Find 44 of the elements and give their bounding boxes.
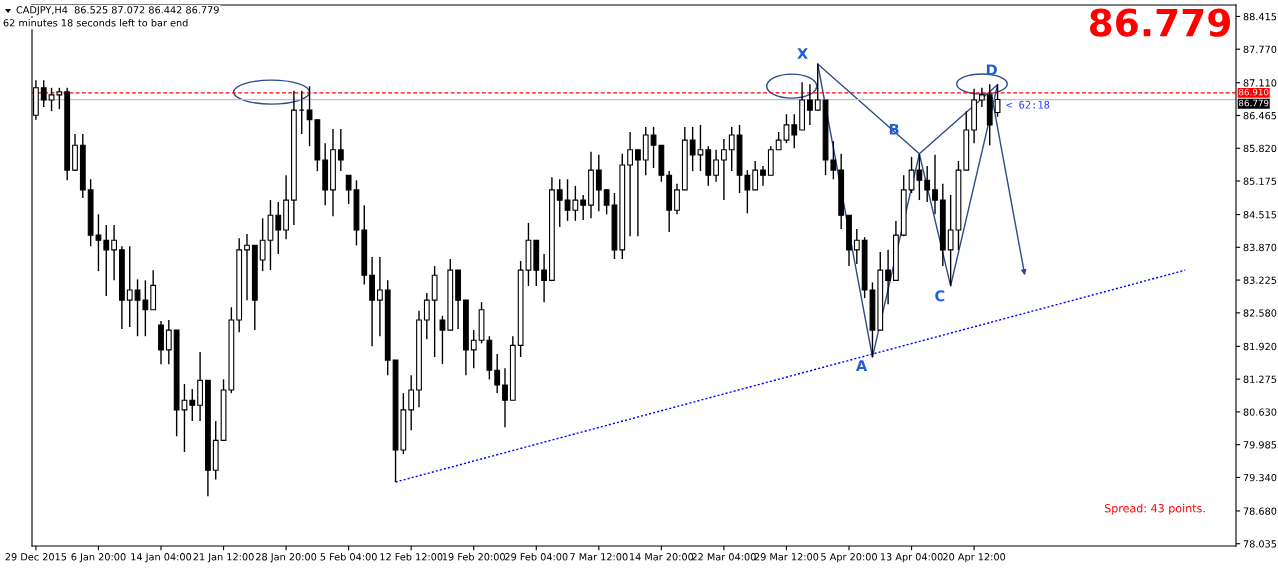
x-tick-label: 13 Apr 04:00	[880, 553, 943, 563]
y-tick-label: 85.175	[1243, 177, 1277, 185]
annotation: X	[797, 48, 808, 59]
x-tick-label: 29 Mar 12:00	[754, 553, 819, 561]
annotation: Spread: 43 points.	[1104, 503, 1205, 515]
y-tick-label: 81.275	[1243, 375, 1277, 383]
x-tick-label: 29 Dec 2015	[5, 553, 67, 561]
x-tick-label: 14 Mar 20:00	[629, 553, 694, 561]
text: 62 minutes 18 seconds left to bar end	[3, 18, 188, 27]
x-tick-label: 21 Jan 12:00	[193, 553, 254, 563]
x-tick-label: 20 Apr 12:00	[943, 553, 1006, 563]
y-tick-label: 80.630	[1243, 408, 1277, 416]
ref-line-label: 86.910	[1239, 88, 1269, 96]
x-tick-label: 6 Jan 20:00	[71, 553, 126, 563]
x-tick-label: 5 Apr 20:00	[821, 553, 877, 563]
y-tick-label: 87.110	[1243, 79, 1277, 87]
x-tick-label: 5 Feb 04:00	[320, 552, 377, 561]
y-tick-label: 78.680	[1243, 507, 1277, 515]
annotation: D	[986, 64, 997, 76]
annotation: 86.779	[1089, 8, 1230, 37]
y-tick-label: 87.770	[1243, 45, 1277, 54]
x-tick-label: 7 Mar 12:00	[570, 553, 628, 561]
annotation: < 62:18	[1006, 100, 1050, 109]
y-tick-label: 79.340	[1243, 473, 1277, 482]
annotation: C	[935, 290, 945, 302]
x-tick-label: 22 Mar 04:00	[692, 553, 756, 561]
y-tick-label: 79.985	[1243, 441, 1277, 449]
y-tick-label: 84.515	[1243, 211, 1277, 219]
x-tick-label: 29 Feb 04:00	[505, 552, 568, 561]
x-tick-label: 28 Jan 20:00	[256, 553, 317, 563]
y-tick-label: 82.580	[1243, 309, 1277, 317]
y-tick-label: 86.465	[1243, 111, 1277, 120]
ref-line-label: 86.779	[1239, 99, 1269, 107]
y-tick-label: 81.920	[1243, 342, 1277, 351]
y-tick-label: 78.035	[1243, 540, 1277, 548]
x-tick-label: 14 Jan 04:00	[131, 553, 192, 563]
y-tick-label: 83.870	[1243, 243, 1277, 252]
y-tick-label: 85.820	[1243, 144, 1277, 153]
x-tick-label: 19 Feb 20:00	[442, 552, 505, 561]
annotation: A	[855, 360, 868, 371]
y-tick-label: 88.415	[1243, 12, 1277, 21]
x-tick-label: 12 Feb 12:00	[380, 552, 443, 561]
chart-title: CADJPY,H4 86.525 87.072 86.442 86.779	[16, 6, 219, 16]
y-tick-label: 83.225	[1243, 276, 1277, 284]
